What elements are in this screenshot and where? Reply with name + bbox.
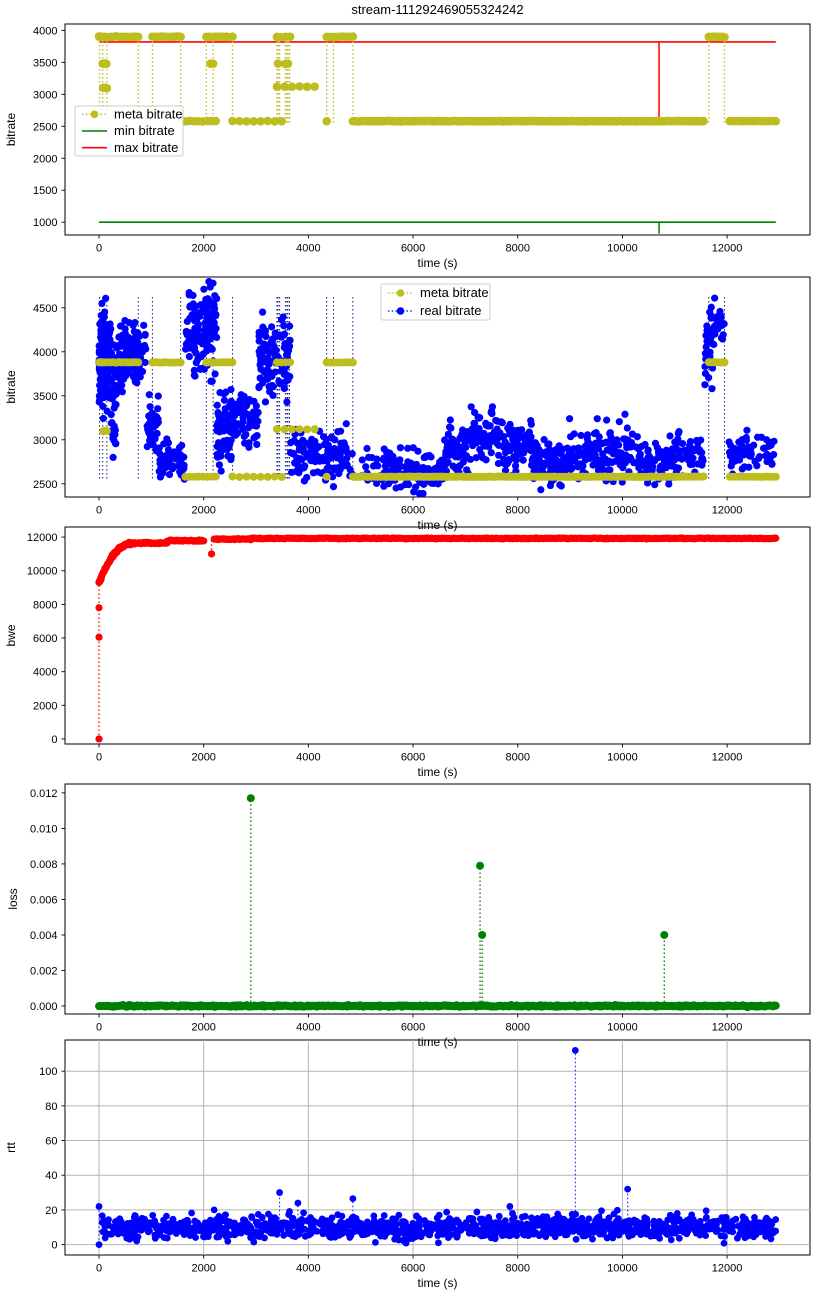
svg-text:time (s): time (s) (418, 518, 458, 532)
svg-text:3500: 3500 (33, 391, 57, 403)
svg-text:bitrate: bitrate (4, 113, 18, 147)
svg-text:8000: 8000 (505, 752, 529, 764)
svg-text:rtt: rtt (4, 1142, 18, 1153)
svg-text:0.006: 0.006 (30, 894, 58, 906)
svg-text:0: 0 (96, 505, 102, 517)
svg-text:12000: 12000 (712, 1263, 743, 1275)
svg-text:2000: 2000 (191, 1022, 215, 1034)
svg-text:1500: 1500 (33, 185, 57, 197)
svg-text:4000: 4000 (296, 243, 320, 255)
svg-text:8000: 8000 (505, 1022, 529, 1034)
svg-text:1000: 1000 (33, 217, 57, 229)
svg-text:10000: 10000 (27, 566, 58, 578)
svg-text:4000: 4000 (33, 347, 57, 359)
svg-text:0: 0 (96, 752, 102, 764)
svg-text:real bitrate: real bitrate (420, 303, 481, 318)
svg-text:8000: 8000 (33, 599, 57, 611)
svg-text:0.012: 0.012 (30, 788, 58, 800)
svg-text:max bitrate: max bitrate (114, 140, 178, 155)
svg-text:0: 0 (96, 243, 102, 255)
svg-text:6000: 6000 (401, 243, 425, 255)
svg-text:time (s): time (s) (418, 256, 458, 270)
svg-text:2500: 2500 (33, 479, 57, 491)
svg-text:0.008: 0.008 (30, 859, 58, 871)
svg-text:4000: 4000 (296, 752, 320, 764)
svg-text:time (s): time (s) (418, 765, 458, 779)
svg-text:4000: 4000 (296, 1263, 320, 1275)
svg-text:6000: 6000 (401, 1263, 425, 1275)
svg-text:2000: 2000 (191, 752, 215, 764)
svg-text:bitrate: bitrate (4, 370, 18, 404)
svg-text:100: 100 (39, 1066, 57, 1078)
svg-text:12000: 12000 (712, 752, 743, 764)
svg-text:10000: 10000 (607, 752, 638, 764)
svg-text:6000: 6000 (33, 633, 57, 645)
svg-text:60: 60 (45, 1136, 57, 1148)
svg-text:10000: 10000 (607, 505, 638, 517)
svg-text:0.010: 0.010 (30, 823, 58, 835)
svg-text:0.000: 0.000 (30, 1001, 58, 1013)
svg-text:40: 40 (45, 1170, 57, 1182)
svg-text:meta bitrate: meta bitrate (420, 285, 489, 300)
svg-text:8000: 8000 (505, 1263, 529, 1275)
svg-text:10000: 10000 (607, 1022, 638, 1034)
svg-text:10000: 10000 (607, 243, 638, 255)
svg-text:loss: loss (6, 888, 20, 909)
svg-text:time (s): time (s) (418, 1276, 458, 1290)
svg-text:10000: 10000 (607, 1263, 638, 1275)
svg-text:2500: 2500 (33, 121, 57, 133)
svg-text:2000: 2000 (33, 153, 57, 165)
svg-text:12000: 12000 (712, 243, 743, 255)
svg-text:8000: 8000 (505, 243, 529, 255)
svg-text:2000: 2000 (191, 243, 215, 255)
svg-text:0.002: 0.002 (30, 965, 58, 977)
svg-text:4000: 4000 (33, 25, 57, 37)
svg-text:6000: 6000 (401, 505, 425, 517)
svg-text:4500: 4500 (33, 303, 57, 315)
svg-text:4000: 4000 (296, 505, 320, 517)
svg-text:4000: 4000 (33, 667, 57, 679)
svg-text:3500: 3500 (33, 57, 57, 69)
svg-text:80: 80 (45, 1101, 57, 1113)
svg-text:12000: 12000 (712, 505, 743, 517)
svg-text:min bitrate: min bitrate (114, 123, 175, 138)
svg-text:8000: 8000 (505, 505, 529, 517)
svg-text:20: 20 (45, 1205, 57, 1217)
svg-text:4000: 4000 (296, 1022, 320, 1034)
svg-text:0: 0 (51, 1240, 57, 1252)
svg-text:0: 0 (96, 1022, 102, 1034)
svg-text:bwe: bwe (4, 624, 18, 646)
svg-text:0: 0 (96, 1263, 102, 1275)
svg-text:12000: 12000 (712, 1022, 743, 1034)
svg-text:0.004: 0.004 (30, 930, 58, 942)
svg-text:6000: 6000 (401, 752, 425, 764)
svg-text:stream-111292469055324242: stream-111292469055324242 (351, 2, 523, 17)
svg-text:3000: 3000 (33, 89, 57, 101)
svg-text:3000: 3000 (33, 435, 57, 447)
svg-text:2000: 2000 (33, 700, 57, 712)
svg-text:0: 0 (51, 734, 57, 746)
svg-text:2000: 2000 (191, 505, 215, 517)
svg-text:12000: 12000 (27, 532, 58, 544)
svg-text:2000: 2000 (191, 1263, 215, 1275)
svg-text:6000: 6000 (401, 1022, 425, 1034)
svg-text:meta bitrate: meta bitrate (114, 107, 183, 122)
svg-text:time (s): time (s) (418, 1035, 458, 1049)
